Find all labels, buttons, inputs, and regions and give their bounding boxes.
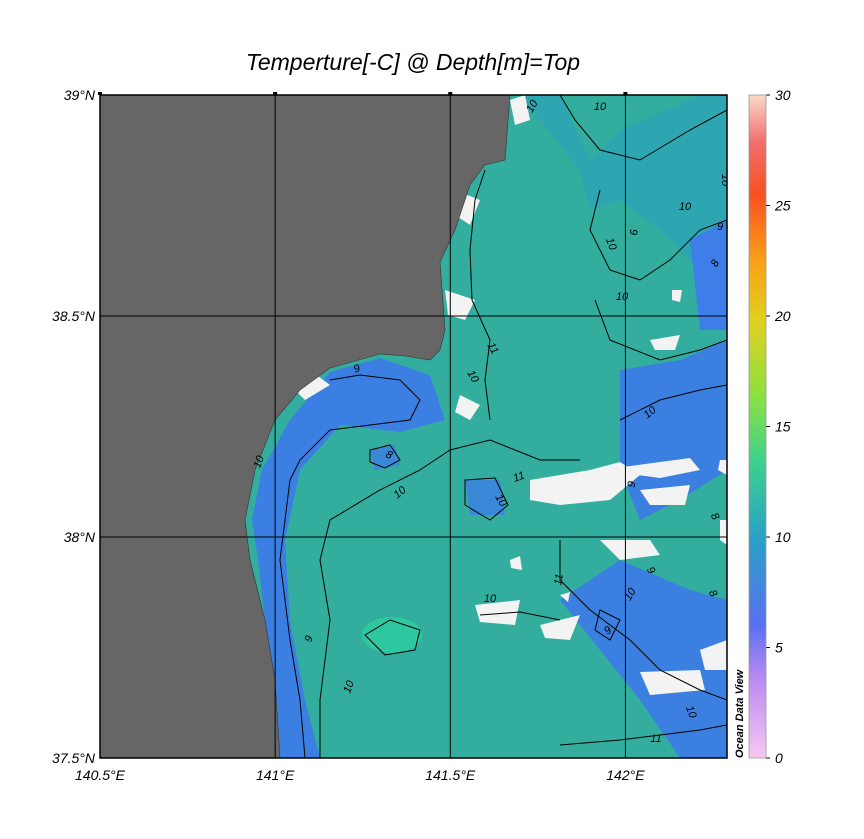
colorbar-tick-label: 30 <box>775 87 791 103</box>
contour-label: 11 <box>512 470 527 485</box>
ocean-patch <box>370 445 505 515</box>
contours <box>279 95 727 758</box>
contour-label: 10 <box>341 678 357 694</box>
colorbar-tick-label: 10 <box>775 529 791 545</box>
contour-label: 11 <box>650 733 661 745</box>
contour-label: 10 <box>594 101 607 113</box>
contour-label: 9 <box>627 229 639 235</box>
axes: 140.5°E 141°E 141.5°E 142°E 37.5°N 38°N 38.5°N… <box>52 87 791 783</box>
contour-label: 11 <box>552 573 566 586</box>
y-tick-label: 37.5°N <box>52 750 96 766</box>
map-frame <box>99 94 728 759</box>
contour-label: 9 <box>352 362 362 375</box>
contour-label: 10 <box>603 236 619 252</box>
contour-label: 9 <box>717 221 723 233</box>
x-tick-label: 142°E <box>606 767 645 783</box>
no-data <box>290 95 727 695</box>
y-tick-label: 39°N <box>64 87 96 103</box>
tick-mark <box>448 92 453 95</box>
tick-mark <box>98 92 102 95</box>
contour-label: 9 <box>626 480 639 488</box>
x-tick-label: 141.5°E <box>425 767 476 783</box>
colorbar-tick-label: 25 <box>774 198 791 214</box>
colorbar-tick-label: 5 <box>775 640 783 656</box>
contour-label: 10 <box>251 453 267 469</box>
contour-label: 11 <box>485 341 501 357</box>
colorbar-tick-label: 0 <box>775 750 783 766</box>
ocean-patch <box>252 358 445 758</box>
contour-label: 10 <box>679 201 692 213</box>
ocean-patch <box>560 560 727 758</box>
map-field: 10 10101010989981010111010111010989101191… <box>100 95 731 758</box>
y-tick-label: 38.5°N <box>52 308 96 324</box>
colorbar-tick-label: 15 <box>775 419 791 435</box>
x-tick-label: 141°E <box>256 767 295 783</box>
ocean-patch <box>362 617 422 653</box>
contour-label: 10 <box>683 704 699 720</box>
contour-label: 10 <box>719 174 731 187</box>
ocean-patch <box>690 220 727 330</box>
contour-label: 9 <box>302 634 315 644</box>
map-title: Temperture[-C] @ Depth[m]=Top <box>246 49 580 75</box>
contour-label: 10 <box>616 291 629 303</box>
ocean-patch <box>520 95 727 260</box>
y-tick-label: 38°N <box>64 529 96 545</box>
tick-mark <box>623 92 628 95</box>
colorbar <box>748 94 767 759</box>
land <box>100 95 511 758</box>
contour-label: 9 <box>644 565 657 576</box>
watermark: Ocean Data View <box>734 668 746 758</box>
contour-label: 8 <box>384 448 395 462</box>
contour-label: 10 <box>484 593 497 605</box>
colorbar-tick-label: 20 <box>774 308 791 324</box>
tick-mark <box>273 92 278 95</box>
x-tick-label: 140.5°E <box>75 767 126 783</box>
